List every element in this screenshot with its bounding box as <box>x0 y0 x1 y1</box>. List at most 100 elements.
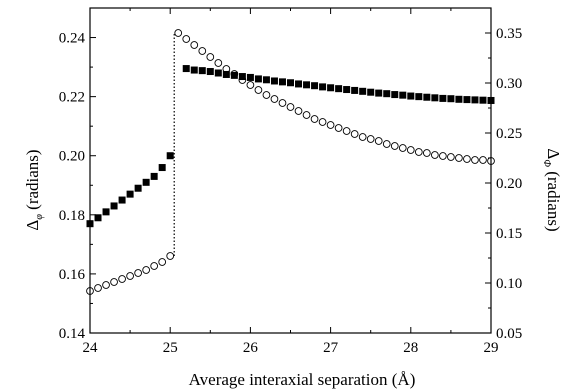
circle-point <box>246 81 255 89</box>
circle-point <box>158 258 167 266</box>
circle-point <box>206 53 215 61</box>
y-left-tick-label: 0.18 <box>59 208 85 224</box>
circle-point <box>431 151 439 159</box>
y-left-tick-label: 0.16 <box>59 267 86 283</box>
x-tick-label: 29 <box>484 340 499 356</box>
x-axis-label: Average interaxial separation (Å) <box>189 370 416 389</box>
circle-point <box>374 137 383 145</box>
series-2-open-circle <box>86 29 495 295</box>
circle-point <box>254 86 263 94</box>
y-left-tick-label: 0.20 <box>59 149 85 165</box>
square-point <box>303 81 311 89</box>
y-right-subscript: Φ <box>541 159 552 167</box>
circle-point <box>447 153 455 161</box>
circle-point <box>390 142 399 150</box>
square-point <box>423 93 431 101</box>
square-point <box>399 91 407 99</box>
y-left-text: (radians) <box>23 149 42 209</box>
circle-point <box>230 70 239 78</box>
circle-point <box>118 275 126 283</box>
y-right-symbol: Δ <box>544 148 563 159</box>
circle-point <box>318 118 327 126</box>
square-point <box>230 71 238 79</box>
square-point <box>359 87 367 95</box>
square-point <box>102 208 110 216</box>
circle-point <box>487 157 495 165</box>
plot-border <box>89 7 492 334</box>
circle-point <box>294 107 303 115</box>
square-point <box>335 85 343 93</box>
circle-point <box>455 154 463 162</box>
square-point <box>246 73 254 81</box>
y-left-tick-label: 0.22 <box>59 90 85 106</box>
y-right-tick-label: 0.20 <box>496 176 522 192</box>
square-point <box>455 95 463 103</box>
square-point <box>407 92 415 100</box>
square-point <box>367 88 375 96</box>
x-tick-label: 24 <box>83 340 99 356</box>
square-point <box>463 96 471 104</box>
square-point <box>86 220 94 228</box>
y-right-tick-label: 0.30 <box>496 76 522 92</box>
square-point <box>311 82 319 90</box>
square-point <box>319 83 327 91</box>
svg-text:ΔΦ (radians): ΔΦ (radians) <box>541 148 563 231</box>
square-point <box>447 95 455 103</box>
circle-point <box>262 91 271 99</box>
circle-point <box>102 281 110 289</box>
circle-point <box>174 29 183 37</box>
svg-text:Δφ (radians): Δφ (radians) <box>23 149 45 230</box>
square-point <box>327 84 335 92</box>
circle-point <box>126 272 134 280</box>
square-point <box>142 178 150 186</box>
square-point <box>431 94 439 102</box>
circle-point <box>214 59 223 67</box>
series-1-filled-square <box>86 65 495 228</box>
square-point <box>150 172 158 180</box>
circle-point <box>182 35 191 43</box>
circle-point <box>86 287 94 295</box>
square-point <box>118 196 126 204</box>
y-axis-label-left: Δφ (radians) <box>23 149 45 230</box>
circle-point <box>350 130 359 138</box>
circle-point <box>398 144 407 152</box>
x-tick-label: 25 <box>163 340 178 356</box>
circle-point <box>310 115 319 123</box>
circle-point <box>278 99 287 107</box>
circle-point <box>238 76 247 84</box>
circle-point <box>422 149 431 157</box>
y-right-text: (radians) <box>544 171 563 231</box>
square-point <box>287 79 294 87</box>
circle-point <box>190 41 199 49</box>
circle-point <box>270 95 279 103</box>
ticks-layer: 24 25 26 27 28 29 0.14 0.16 0.18 0.20 0.22 0.24 0.05… <box>59 8 522 356</box>
circle-point <box>222 65 231 73</box>
circle-point <box>302 111 311 119</box>
square-point <box>415 93 423 101</box>
y-left-subscript: φ <box>34 214 45 220</box>
square-point <box>439 94 447 102</box>
square-point <box>110 202 118 210</box>
square-point <box>295 80 303 88</box>
square-point <box>198 67 206 75</box>
square-point <box>214 69 222 77</box>
square-point <box>270 77 278 85</box>
square-point <box>343 86 351 94</box>
square-point <box>351 86 359 94</box>
square-point <box>190 66 198 74</box>
circle-point <box>406 146 415 154</box>
circle-point <box>150 262 159 270</box>
circle-point <box>110 278 118 286</box>
circle-point <box>439 152 447 160</box>
circle-point <box>94 284 102 292</box>
circle-point <box>134 269 142 277</box>
square-point <box>375 89 383 97</box>
y-right-tick-label: 0.10 <box>496 276 522 292</box>
square-point <box>206 68 214 76</box>
y-left-tick-label: 0.14 <box>59 326 86 342</box>
circle-point <box>198 47 207 55</box>
circle-point <box>366 135 375 143</box>
square-point <box>94 214 102 222</box>
square-point <box>278 78 286 86</box>
